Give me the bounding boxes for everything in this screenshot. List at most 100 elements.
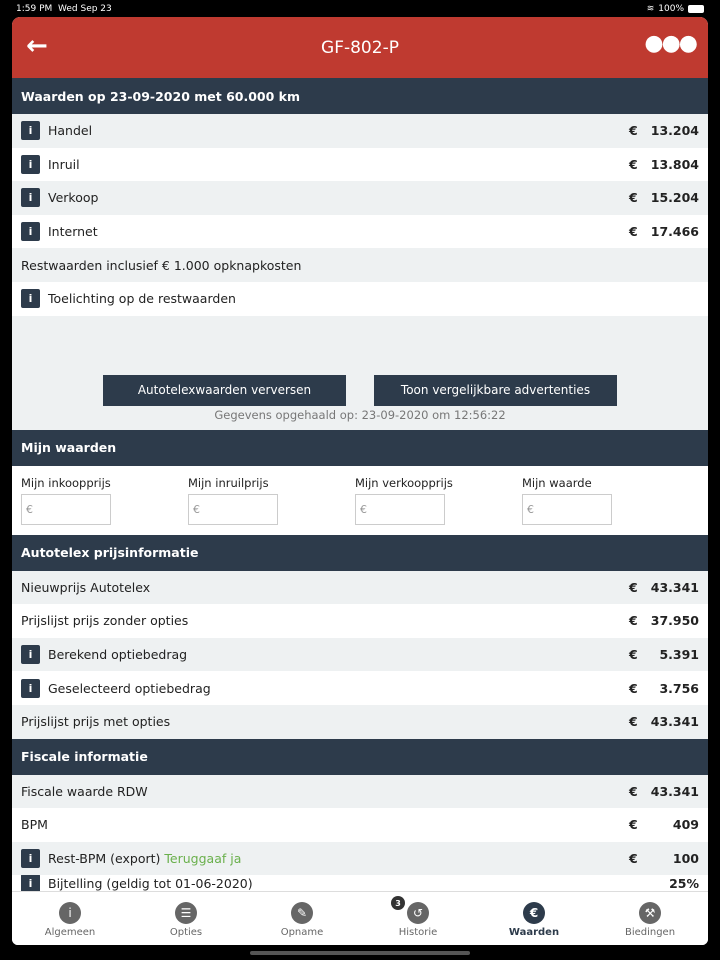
checklist-icon: ☰: [175, 902, 197, 924]
currency: €: [629, 579, 638, 595]
tab-label: Opties: [169, 927, 203, 938]
row-value: 37.950: [650, 613, 699, 629]
tab-waarden[interactable]: € Waarden: [476, 892, 592, 945]
info-icon[interactable]: i: [21, 154, 40, 174]
home-indicator[interactable]: [250, 951, 470, 955]
field-group: Mijn inkoopprijs €: [21, 476, 188, 535]
list-item: i Rest-BPM (export) Teruggaaf ja €100: [12, 841, 708, 876]
row-label-text: Berekend optiebedrag: [48, 647, 188, 663]
field-label: Mijn waarde: [522, 475, 592, 490]
row-label: Geselecteerd optiebedrag: [48, 681, 629, 696]
row-label-text: Nieuwprijs Autotelex: [21, 579, 151, 595]
section-fiscal-header: Fiscale informatie: [12, 738, 708, 775]
field-label: Mijn verkoopprijs: [355, 475, 453, 490]
currency: €: [629, 680, 638, 696]
refund-status: Teruggaaf ja: [164, 851, 242, 867]
list-item: i Berekend optiebedrag €5.391: [12, 637, 708, 672]
euro-icon: €: [523, 902, 545, 924]
list-item: Prijslijst prijs zonder opties €37.950: [12, 604, 708, 638]
refresh-values-button[interactable]: Autotelexwaarden verversen: [103, 374, 346, 406]
currency: €: [629, 190, 638, 206]
actions-area: Autotelexwaarden verversen Toon vergelij…: [12, 315, 708, 430]
currency: €: [629, 783, 638, 799]
show-ads-button[interactable]: Toon vergelijkbare advertenties: [374, 374, 617, 406]
tab-algemeen[interactable]: i Algemeen: [12, 892, 128, 945]
price-input[interactable]: €: [21, 493, 111, 525]
tab-biedingen[interactable]: ⚒ Biedingen: [592, 892, 708, 945]
tab-opname[interactable]: ✎ Opname: [244, 892, 360, 945]
list-item: i Internet €17.466: [12, 215, 708, 249]
row-label-text: BPM: [21, 817, 48, 833]
fetched-timestamp: Gegevens opgehaald op: 23-09-2020 om 12:…: [214, 407, 506, 422]
list-item: i Bijtelling (geldig tot 01-06-2020) 25%: [12, 875, 708, 893]
row-label: Nieuwprijs Autotelex: [21, 580, 629, 595]
arrow-left-icon[interactable]: ←: [26, 31, 48, 61]
info-icon[interactable]: i: [21, 678, 40, 698]
list-item: Prijslijst prijs met opties €43.341: [12, 704, 708, 739]
row-label-text: Toelichting op de restwaarden: [48, 291, 236, 307]
currency: €: [629, 714, 638, 730]
page-title: GF-802-P: [321, 37, 399, 58]
row-label-text: Restwaarden inclusief € 1.000 opknapkost…: [21, 257, 302, 273]
row-label: Bijtelling (geldig tot 01-06-2020): [48, 876, 649, 891]
row-label: Toelichting op de restwaarden: [48, 291, 699, 306]
currency: €: [629, 613, 638, 629]
info-icon[interactable]: i: [21, 121, 40, 141]
row-label: Prijslijst prijs met opties: [21, 714, 629, 729]
row-value: 25%: [669, 876, 699, 892]
info-icon[interactable]: i: [21, 849, 40, 869]
price-input[interactable]: €: [355, 493, 445, 525]
info-icon[interactable]: i: [21, 188, 40, 208]
row-value: 13.204: [650, 123, 699, 139]
info-icon: i: [59, 902, 81, 924]
tab-historie[interactable]: ↺ Historie 3: [360, 892, 476, 945]
row-value: 409: [672, 817, 699, 833]
section-mine-header: Mijn waarden: [12, 429, 708, 466]
section-values-header: Waarden op 23-09-2020 met 60.000 km: [12, 78, 708, 114]
gavel-icon: ⚒: [639, 902, 661, 924]
tab-label: Historie: [398, 927, 438, 938]
row-label: Inruil: [48, 157, 629, 172]
info-icon[interactable]: i: [21, 222, 40, 242]
row-label-text: Prijslijst prijs met opties: [21, 714, 171, 730]
list-item: i Geselecteerd optiebedrag €3.756: [12, 671, 708, 705]
battery-level: 100%: [658, 3, 684, 14]
row-label: Rest-BPM (export) Teruggaaf ja: [48, 851, 629, 866]
row-label-text: Prijslijst prijs zonder opties: [21, 613, 189, 629]
list-item: BPM €409: [12, 808, 708, 842]
currency: €: [629, 817, 638, 833]
list-item: i Handel €13.204: [12, 114, 708, 148]
section-autotelex-header: Autotelex prijsinformatie: [12, 534, 708, 571]
row-label-text: Rest-BPM (export): [48, 851, 161, 867]
tab-opties[interactable]: ☰ Opties: [128, 892, 244, 945]
row-value: 43.341: [650, 579, 699, 595]
row-label: Berekend optiebedrag: [48, 647, 629, 662]
price-input[interactable]: €: [188, 493, 278, 525]
row-label: Fiscale waarde RDW: [21, 784, 629, 799]
more-icon[interactable]: ●●●: [644, 31, 698, 56]
info-icon[interactable]: i: [21, 289, 40, 309]
row-value: 5.391: [659, 647, 699, 663]
row-label: Handel: [48, 123, 629, 138]
tab-label: Biedingen: [624, 927, 676, 938]
row-label-text: Bijtelling (geldig tot 01-06-2020): [48, 876, 253, 892]
row-value: 15.204: [650, 190, 699, 206]
currency: €: [629, 224, 638, 240]
battery-icon: [688, 4, 704, 13]
row-label-text: Fiscale waarde RDW: [21, 783, 148, 799]
tab-label: Waarden: [508, 927, 560, 938]
list-item: Fiscale waarde RDW €43.341: [12, 774, 708, 809]
row-label-text: Handel: [48, 123, 93, 139]
info-icon[interactable]: i: [21, 645, 40, 665]
row-value: 43.341: [650, 783, 699, 799]
list-item: i Inruil €13.804: [12, 148, 708, 182]
currency: €: [629, 851, 638, 867]
info-icon[interactable]: i: [21, 875, 40, 893]
row-label: Restwaarden inclusief € 1.000 opknapkost…: [21, 258, 699, 273]
row-value: 17.466: [650, 224, 699, 240]
history-icon: ↺: [407, 902, 429, 924]
tab-label: Opname: [280, 927, 324, 938]
tab-bar: i Algemeen ☰ Opties ✎ Opname ↺ Historie 3 € Waarde…: [12, 891, 708, 945]
time: 1:59 PM: [16, 3, 53, 14]
price-input[interactable]: €: [522, 493, 612, 525]
